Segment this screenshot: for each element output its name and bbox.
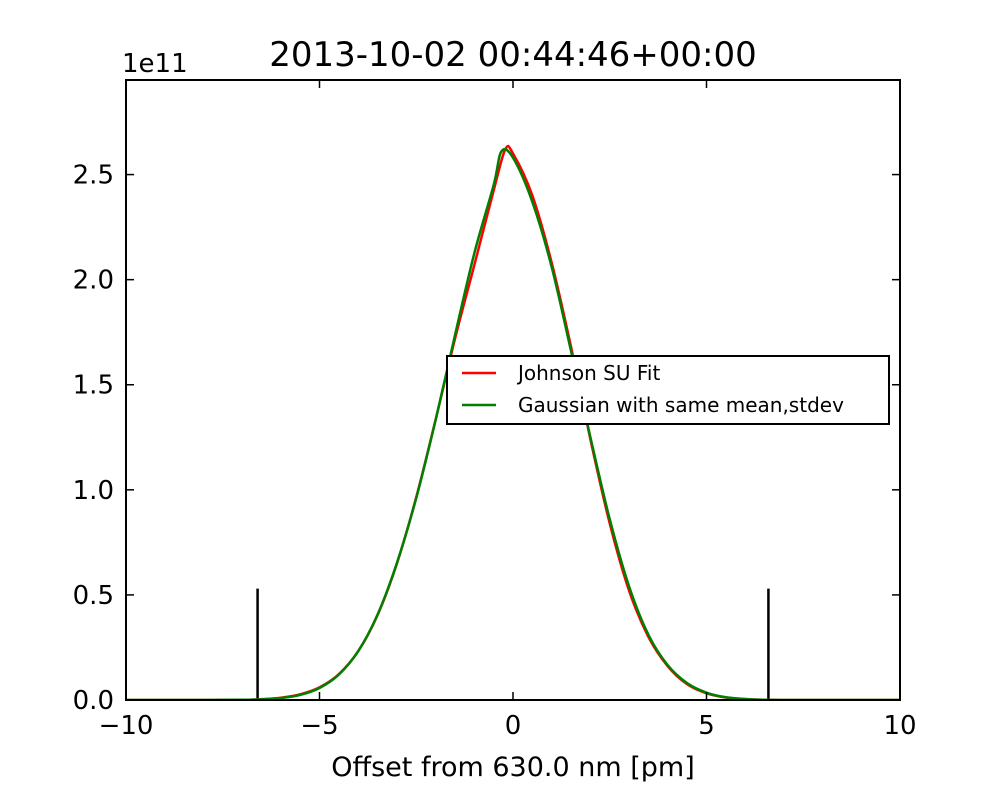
y-tick-label: 0.5: [73, 581, 114, 611]
series-line-gaussian: [126, 147, 900, 700]
x-tick-label: 0: [505, 711, 522, 741]
legend-box: [446, 355, 890, 425]
x-axis-label: Offset from 630.0 nm [pm]: [331, 752, 695, 783]
x-tick-label: 10: [883, 711, 916, 741]
y-tick-label: 0.0: [73, 686, 114, 716]
series-lines: [126, 144, 900, 700]
legend-label-johnson: Johnson SU Fit: [516, 361, 660, 385]
x-axis: −10 −5 0 5 10: [99, 80, 917, 741]
legend-label-gaussian: Gaussian with same mean,stdev: [518, 393, 844, 417]
plot-area: [126, 144, 900, 700]
x-tick-label: −10: [99, 711, 154, 741]
legend: Johnson SU Fit Gaussian with same mean,s…: [446, 355, 890, 425]
y-tick-label: 1.0: [73, 476, 114, 506]
y-tick-label: 1.5: [73, 371, 114, 401]
chart-title: 2013-10-02 00:44:46+00:00: [269, 35, 757, 75]
vertical-markers: [256, 588, 770, 700]
y-tick-label: 2.0: [73, 266, 114, 296]
y-offset-label: 1e11: [122, 49, 188, 79]
y-axis: 0.0 0.5 1.0 1.5 2.0 2.5: [73, 161, 900, 716]
y-tick-label: 2.5: [73, 161, 114, 191]
x-tick-label: 5: [698, 711, 715, 741]
x-tick-label: −5: [300, 711, 338, 741]
